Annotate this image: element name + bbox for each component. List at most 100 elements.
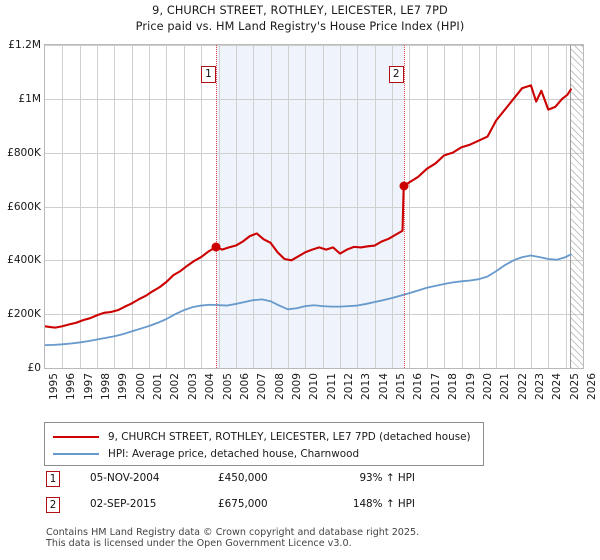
x-tick-label: 2021 <box>499 373 512 400</box>
x-tick-label: 2025 <box>568 373 581 400</box>
x-tick-label: 2016 <box>412 373 425 400</box>
y-tick-label: £600K <box>7 200 41 213</box>
x-tick-label: 2019 <box>464 373 477 400</box>
legend-item-label: 9, CHURCH STREET, ROTHLEY, LEICESTER, LE… <box>108 430 471 443</box>
sale-index-badge: 2 <box>46 497 60 513</box>
sale-date: 02-SEP-2015 <box>90 498 157 510</box>
future-projection-region <box>569 45 583 368</box>
page-title: 9, CHURCH STREET, ROTHLEY, LEICESTER, LE… <box>0 3 600 34</box>
x-axis: 1995 1996 1997 1998 1999 2000 2001 2002 2003 2004… <box>44 373 598 411</box>
sale-price: £450,000 <box>218 472 268 484</box>
x-tick-label: 1999 <box>117 373 130 400</box>
x-tick-label: 2012 <box>343 373 356 400</box>
gridline-vertical <box>270 45 272 368</box>
sale-marker-line-1 <box>215 45 217 368</box>
gridline-vertical <box>340 45 342 368</box>
x-tick-label: 2001 <box>152 373 165 400</box>
gridline-vertical <box>392 45 394 368</box>
price-paid-line <box>45 84 572 329</box>
legend-item-label: HPI: Average price, detached house, Char… <box>108 447 360 460</box>
legend-line-swatch <box>53 435 99 438</box>
gridline-horizontal <box>45 98 583 100</box>
gridline-vertical <box>305 45 307 368</box>
gridline-vertical <box>287 45 289 368</box>
y-tick-label: £400K <box>7 254 41 267</box>
x-tick-label: 1997 <box>82 373 95 400</box>
gridline-vertical <box>253 45 255 368</box>
sale-point-1[interactable] <box>211 242 221 252</box>
gridline-vertical <box>235 45 237 368</box>
sale-row[interactable]: 1 05-NOV-2004 £450,000 93% ↑ HPI <box>44 471 564 497</box>
hpi-average-line <box>45 253 572 347</box>
sales-table: 1 05-NOV-2004 £450,000 93% ↑ HPI 2 02-SEP-201… <box>44 471 564 523</box>
x-tick-label: 2000 <box>134 373 147 400</box>
sale-marker-badge-2[interactable]: 2 <box>388 66 404 83</box>
gridline-vertical <box>131 45 133 368</box>
gridline-vertical <box>565 45 567 368</box>
sale-point-2[interactable] <box>399 181 409 191</box>
x-tick-label: 2002 <box>169 373 182 400</box>
gridline-vertical <box>478 45 480 368</box>
x-tick-label: 2017 <box>429 373 442 400</box>
chart-legend: 9, CHURCH STREET, ROTHLEY, LEICESTER, LE… <box>44 422 484 466</box>
y-tick-label: £200K <box>7 308 41 321</box>
x-tick-label: 2024 <box>551 373 564 400</box>
y-tick-label: £0 <box>27 362 41 374</box>
x-tick-label: 2006 <box>238 373 251 400</box>
x-tick-label: 1996 <box>65 373 78 400</box>
x-tick-label: 2008 <box>273 373 286 400</box>
legend-item-1: 9, CHURCH STREET, ROTHLEY, LEICESTER, LE… <box>53 428 475 445</box>
gridline-vertical <box>409 45 411 368</box>
gridline-horizontal <box>45 206 583 208</box>
footer-line-2: This data is licensed under the Open Gov… <box>46 538 352 550</box>
sale-marker-badge-1[interactable]: 1 <box>200 66 216 83</box>
x-tick-label: 2004 <box>204 373 217 400</box>
gridline-horizontal <box>45 45 583 46</box>
x-tick-label: 2026 <box>586 373 598 400</box>
y-tick-label: £1M <box>18 92 41 105</box>
x-tick-label: 2011 <box>325 373 338 400</box>
gridline-vertical <box>426 45 428 368</box>
y-axis: £0 £200K £400K £600K £800K £1M £1.2M <box>0 39 41 374</box>
gridline-vertical <box>444 45 446 368</box>
sale-row[interactable]: 2 02-SEP-2015 £675,000 148% ↑ HPI <box>44 497 564 523</box>
sale-date: 05-NOV-2004 <box>90 472 160 484</box>
legend-item-2: HPI: Average price, detached house, Char… <box>53 445 475 462</box>
gridline-vertical <box>62 45 64 368</box>
footer-attribution: Contains HM Land Registry data © Crown c… <box>46 527 586 550</box>
series-container <box>45 84 572 347</box>
sale-index-badge: 1 <box>46 471 60 487</box>
gridline-vertical <box>97 45 99 368</box>
x-tick-label: 2009 <box>290 373 303 400</box>
x-tick-label: 1998 <box>100 373 113 400</box>
gridline-horizontal <box>45 260 583 262</box>
sale-hpi-delta: 148% ↑ HPI <box>352 498 415 510</box>
y-tick-label: £1.2M <box>8 39 41 51</box>
x-tick-label: 2005 <box>221 373 234 400</box>
x-tick-label: 2018 <box>447 373 460 400</box>
x-tick-label: 2023 <box>533 373 546 400</box>
sale-price: £675,000 <box>218 498 268 510</box>
x-tick-label: 2010 <box>308 373 321 400</box>
gridline-vertical <box>583 45 584 368</box>
gridline-vertical <box>149 45 151 368</box>
x-tick-label: 2003 <box>186 373 199 400</box>
sale-hpi-delta: 93% ↑ HPI <box>359 472 415 484</box>
gridline-vertical <box>374 45 376 368</box>
gridline-vertical <box>548 45 550 368</box>
gridline-vertical <box>79 45 81 368</box>
y-tick-label: £800K <box>7 146 41 159</box>
gridline-vertical <box>218 45 220 368</box>
gridline-vertical <box>201 45 203 368</box>
gridline-vertical <box>114 45 116 368</box>
gridline-vertical <box>496 45 498 368</box>
title-line-1: 9, CHURCH STREET, ROTHLEY, LEICESTER, LE… <box>152 4 448 17</box>
x-tick-label: 2007 <box>256 373 269 400</box>
title-line-2: Price paid vs. HM Land Registry's House … <box>135 19 465 33</box>
gridline-vertical <box>461 45 463 368</box>
gridline-vertical <box>183 45 185 368</box>
x-tick-label: 2013 <box>360 373 373 400</box>
gridline-vertical <box>530 45 532 368</box>
